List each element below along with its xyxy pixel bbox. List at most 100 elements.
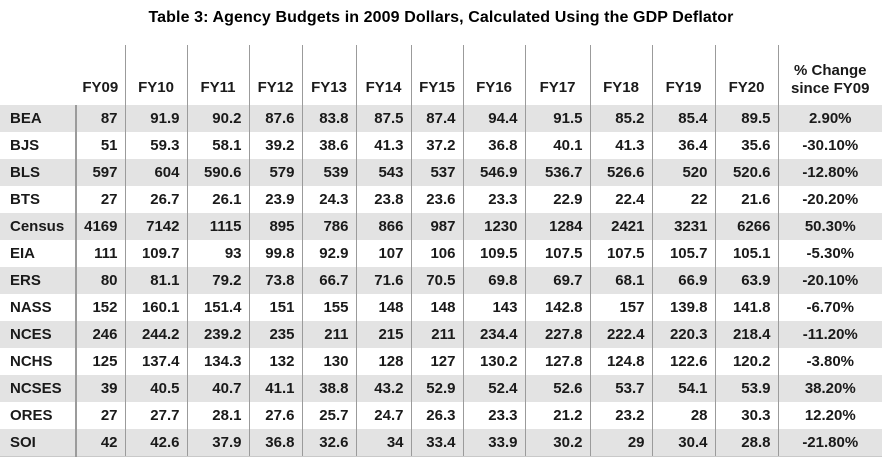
budget-value-cell: 42.6 [125,429,187,456]
agency-label: NCES [0,321,76,348]
pct-change-cell: -20.20% [778,186,882,213]
budget-value-cell: 70.5 [411,267,463,294]
budget-value-cell: 786 [302,213,356,240]
budget-value-cell: 41.3 [590,132,652,159]
budget-value-cell: 4169 [76,213,125,240]
budget-value-cell: 235 [249,321,302,348]
agency-label: EIA [0,240,76,267]
budget-value-cell: 66.9 [652,267,715,294]
table-figure: Table 3: Agency Budgets in 2009 Dollars,… [0,9,882,457]
budget-value-cell: 895 [249,213,302,240]
budget-value-cell: 27.6 [249,402,302,429]
pct-change-cell: -6.70% [778,294,882,321]
budget-value-cell: 23.3 [463,186,525,213]
budget-value-cell: 37.9 [187,429,249,456]
budget-value-cell: 106 [411,240,463,267]
budget-value-cell: 6266 [715,213,778,240]
budget-value-cell: 23.2 [590,402,652,429]
budget-value-cell: 91.9 [125,105,187,132]
budget-value-cell: 53.9 [715,375,778,402]
budget-value-cell: 24.7 [356,402,411,429]
budget-value-cell: 520 [652,159,715,186]
budget-value-cell: 160.1 [125,294,187,321]
budget-value-cell: 111 [76,240,125,267]
budget-value-cell: 28.8 [715,429,778,456]
budget-value-cell: 89.5 [715,105,778,132]
budget-value-cell: 66.7 [302,267,356,294]
budget-value-cell: 36.4 [652,132,715,159]
budget-value-cell: 227.8 [525,321,590,348]
budget-value-cell: 137.4 [125,348,187,375]
agency-label: Census [0,213,76,240]
budget-value-cell: 109.7 [125,240,187,267]
budget-value-cell: 73.8 [249,267,302,294]
budget-value-cell: 53.7 [590,375,652,402]
budget-value-cell: 90.2 [187,105,249,132]
budget-value-cell: 39 [76,375,125,402]
budget-value-cell: 54.1 [652,375,715,402]
budget-value-cell: 107.5 [590,240,652,267]
budget-value-cell: 2421 [590,213,652,240]
budget-value-cell: 25.7 [302,402,356,429]
budget-value-cell: 42 [76,429,125,456]
budget-value-cell: 211 [411,321,463,348]
budget-value-cell: 3231 [652,213,715,240]
budget-value-cell: 94.4 [463,105,525,132]
budget-value-cell: 27 [76,402,125,429]
budget-value-cell: 85.2 [590,105,652,132]
pct-change-cell: -20.10% [778,267,882,294]
budget-value-cell: 604 [125,159,187,186]
budget-value-cell: 234.4 [463,321,525,348]
col-header-fy10: FY10 [125,45,187,105]
budget-value-cell: 23.3 [463,402,525,429]
budget-value-cell: 125 [76,348,125,375]
budget-value-cell: 215 [356,321,411,348]
budget-value-cell: 28.1 [187,402,249,429]
budget-value-cell: 30.2 [525,429,590,456]
budget-value-cell: 79.2 [187,267,249,294]
col-header-fy14: FY14 [356,45,411,105]
pct-change-header-line1: % Change [779,62,882,81]
budget-value-cell: 220.3 [652,321,715,348]
budget-value-cell: 38.8 [302,375,356,402]
pct-change-cell: -30.10% [778,132,882,159]
budget-value-cell: 546.9 [463,159,525,186]
budget-value-cell: 579 [249,159,302,186]
budget-value-cell: 124.8 [590,348,652,375]
pct-change-cell: 50.30% [778,213,882,240]
budget-value-cell: 246 [76,321,125,348]
budget-value-cell: 59.3 [125,132,187,159]
budget-value-cell: 597 [76,159,125,186]
budget-value-cell: 148 [411,294,463,321]
budget-value-cell: 139.8 [652,294,715,321]
budget-value-cell: 130.2 [463,348,525,375]
budget-value-cell: 69.7 [525,267,590,294]
budget-value-cell: 40.7 [187,375,249,402]
agency-label: ERS [0,267,76,294]
budget-value-cell: 28 [652,402,715,429]
budget-value-cell: 41.1 [249,375,302,402]
budget-value-cell: 52.6 [525,375,590,402]
budget-value-cell: 27 [76,186,125,213]
budget-value-cell: 43.2 [356,375,411,402]
pct-change-header-line2: since FY09 [779,80,882,99]
budget-value-cell: 526.6 [590,159,652,186]
budget-value-cell: 143 [463,294,525,321]
budget-value-cell: 244.2 [125,321,187,348]
budget-value-cell: 21.6 [715,186,778,213]
budget-value-cell: 127.8 [525,348,590,375]
col-header-fy20: FY20 [715,45,778,105]
budget-value-cell: 127 [411,348,463,375]
budget-value-cell: 36.8 [249,429,302,456]
budget-value-cell: 40.5 [125,375,187,402]
budget-value-cell: 51 [76,132,125,159]
budget-value-cell: 23.6 [411,186,463,213]
budget-value-cell: 81.1 [125,267,187,294]
